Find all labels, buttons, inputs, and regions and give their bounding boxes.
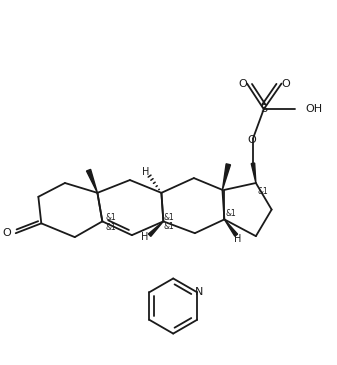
Text: O: O: [2, 228, 11, 238]
Text: S: S: [260, 104, 267, 114]
Text: H: H: [141, 232, 148, 242]
Text: &1: &1: [105, 213, 116, 222]
Text: N: N: [195, 287, 203, 297]
Polygon shape: [251, 163, 256, 183]
Text: O: O: [281, 78, 290, 89]
Polygon shape: [87, 169, 97, 193]
Text: &1: &1: [225, 209, 236, 218]
Text: &1: &1: [163, 222, 174, 231]
Text: H: H: [142, 167, 149, 177]
Text: H: H: [235, 234, 242, 244]
Text: OH: OH: [305, 104, 322, 114]
Polygon shape: [148, 222, 163, 237]
Text: &1: &1: [163, 213, 174, 222]
Polygon shape: [224, 219, 238, 236]
Polygon shape: [222, 164, 231, 190]
Text: &1: &1: [258, 187, 269, 196]
Text: O: O: [248, 135, 256, 145]
Text: &1: &1: [105, 223, 116, 232]
Text: O: O: [239, 78, 247, 89]
